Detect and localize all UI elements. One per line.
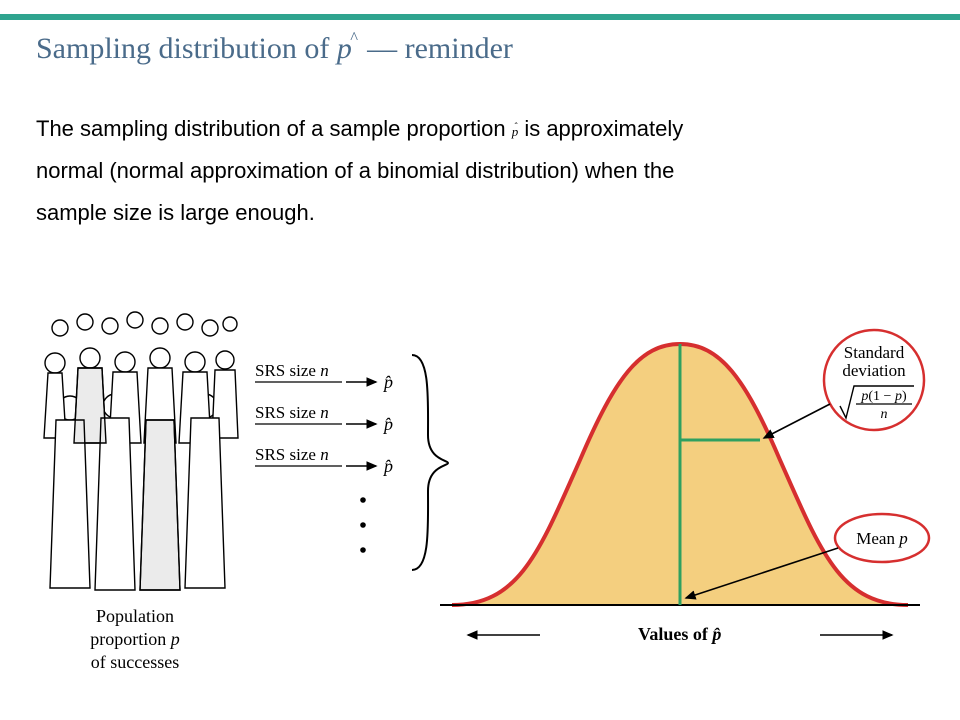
callout-sd-line1: Standard bbox=[844, 343, 905, 362]
axis-label: Values of p̂ bbox=[638, 624, 721, 644]
srs-text-3: SRS size n bbox=[255, 445, 329, 464]
brace bbox=[412, 355, 448, 570]
callout-sd: Standard deviation p(1 − p) n bbox=[764, 330, 924, 438]
title-suffix: — reminder bbox=[360, 32, 513, 65]
body-line-3: sample size is large enough. bbox=[36, 192, 916, 234]
header-rule bbox=[0, 14, 960, 20]
population-label-1: Population bbox=[96, 606, 174, 626]
title-prefix: Sampling distribution of bbox=[36, 32, 337, 65]
srs-phat-1: p̂ bbox=[382, 372, 393, 392]
diagram: Population proportion p of successes SRS… bbox=[20, 300, 940, 700]
body-line-1b: is approximately bbox=[518, 116, 683, 141]
phat-inline: pˆ bbox=[512, 124, 519, 139]
population-label-2: proportion p bbox=[90, 629, 180, 649]
body-line-1a: The sampling distribution of a sample pr… bbox=[36, 116, 512, 141]
srs-phat-3: p̂ bbox=[382, 456, 393, 476]
diagram-svg: Population proportion p of successes SRS… bbox=[20, 300, 940, 700]
srs-group: SRS size n p̂ SRS size n p̂ SRS size n p… bbox=[255, 361, 393, 476]
population-label-3: of successes bbox=[91, 652, 179, 672]
slide-title: Sampling distribution of p^ — reminder bbox=[36, 32, 513, 66]
ellipsis-dots bbox=[360, 497, 366, 553]
formula-top: p(1 − p) bbox=[860, 389, 907, 404]
body-line-2: normal (normal approximation of a binomi… bbox=[36, 150, 916, 192]
formula-bot: n bbox=[881, 407, 888, 422]
title-hat: ^ bbox=[350, 28, 358, 47]
callout-sd-arrow bbox=[764, 404, 830, 438]
body-paragraph: The sampling distribution of a sample pr… bbox=[36, 108, 916, 233]
body-line-1: The sampling distribution of a sample pr… bbox=[36, 108, 916, 150]
srs-text-2: SRS size n bbox=[255, 403, 329, 422]
callout-sd-line2: deviation bbox=[842, 361, 906, 380]
population-crowd bbox=[44, 312, 238, 590]
callout-mean-text: Mean p bbox=[856, 529, 907, 548]
srs-phat-2: p̂ bbox=[382, 414, 393, 434]
srs-text-1: SRS size n bbox=[255, 361, 329, 380]
